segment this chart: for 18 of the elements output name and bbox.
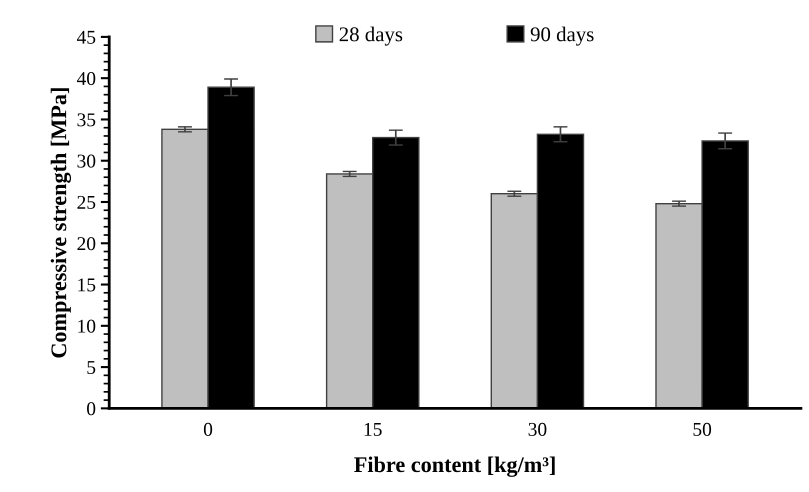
y-tick-label: 0 bbox=[87, 402, 96, 416]
x-tick-label: 0 bbox=[204, 422, 212, 436]
x-tick-label: 30 bbox=[528, 422, 546, 436]
y-tick-label: 30 bbox=[78, 154, 96, 168]
legend-label: 28 days bbox=[340, 26, 402, 46]
x-tick-label: 15 bbox=[364, 422, 382, 436]
x-axis-title: Fibre content [kg/m³] bbox=[354, 456, 555, 477]
legend-label: 90 days bbox=[530, 26, 594, 46]
y-tick-label: 10 bbox=[78, 320, 96, 333]
y-tick-label: 20 bbox=[77, 237, 96, 250]
y-tick-label: 25 bbox=[77, 196, 96, 209]
y-tick-label: 15 bbox=[78, 278, 96, 292]
x-tick-label: 50 bbox=[694, 422, 712, 436]
y-tick-label: 35 bbox=[78, 113, 96, 126]
y-axis-title: Compressive strength [MPa] bbox=[50, 88, 72, 358]
y-tick-label: 45 bbox=[76, 30, 96, 44]
y-tick-label: 5 bbox=[87, 361, 96, 374]
y-tick-label: 40 bbox=[76, 72, 96, 86]
